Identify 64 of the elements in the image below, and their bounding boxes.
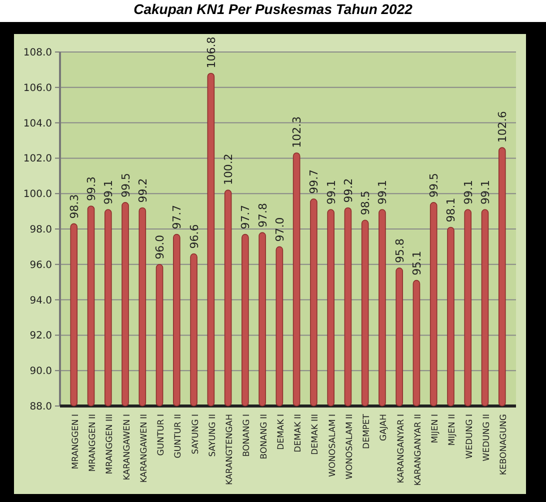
x-tick-label: KARANGANYAR II xyxy=(413,414,424,486)
x-tick-label: WONOSALAM II xyxy=(344,414,355,480)
data-label: 97.7 xyxy=(239,204,252,230)
data-label: 95.1 xyxy=(410,250,424,276)
x-tick-label: DEMAK III xyxy=(310,414,321,455)
x-tick-label: KARANGAWEN II xyxy=(139,414,150,483)
data-label: 99.1 xyxy=(324,180,338,205)
data-label: 102.3 xyxy=(290,116,304,148)
y-tick-label: 98.0 xyxy=(30,224,52,236)
data-label: 99.2 xyxy=(342,178,355,203)
x-tick-label: DEMAK I xyxy=(276,414,286,450)
data-label: 102.6 xyxy=(496,111,510,143)
x-tick-label: GAJAH xyxy=(379,414,390,441)
x-tick-label: KEBONAGUNG xyxy=(499,414,510,476)
y-tick-label: 104.0 xyxy=(23,118,52,130)
data-label: 97.8 xyxy=(256,203,270,228)
data-label: 99.2 xyxy=(136,178,150,203)
y-tick-label: 102.0 xyxy=(23,154,52,165)
x-tick-label: KARANGAWEN I xyxy=(122,414,132,480)
x-tick-label: WEDUNG II xyxy=(482,414,492,462)
x-tick-label: BONANG II xyxy=(259,414,270,460)
x-tick-label: SAYUNG I xyxy=(190,414,201,454)
data-label: 95.8 xyxy=(393,238,406,263)
x-tick-label: KARANGTENGAH xyxy=(225,414,236,485)
data-label: 99.1 xyxy=(102,180,116,205)
x-tick-label: WONOSALAM I xyxy=(328,414,338,477)
data-label: 99.7 xyxy=(308,169,321,194)
data-label: 100.2 xyxy=(222,154,236,186)
x-tick-label: GUNTUR I xyxy=(156,414,167,456)
x-tick-label: GUNTUR II xyxy=(174,414,184,458)
data-label: 99.5 xyxy=(428,172,441,198)
data-label: 99.1 xyxy=(462,180,475,205)
data-label: 99.5 xyxy=(119,172,132,198)
x-tick-label: MRANGGEN III xyxy=(105,414,116,474)
data-label: 106.8 xyxy=(204,36,218,68)
data-label: 98.1 xyxy=(444,198,458,222)
data-label: 97.7 xyxy=(170,204,184,230)
x-tick-label: MIJEN II xyxy=(448,414,458,446)
y-tick-label: 88.0 xyxy=(30,402,52,412)
x-tick-label: MRANGGEN II xyxy=(88,414,98,472)
chart-title: Cakupan KN1 Per Puskesmas Tahun 2022 xyxy=(134,1,413,17)
y-tick-label: 100.0 xyxy=(23,189,52,200)
x-tick-label: DEMAK II xyxy=(294,414,304,452)
y-tick-label: 96.0 xyxy=(30,260,52,271)
y-tick-label: 106.0 xyxy=(23,82,52,94)
x-tick-label: MRANGGEN I xyxy=(70,414,81,470)
y-tick-label: 94.0 xyxy=(30,295,52,306)
x-tick-label: BONANG I xyxy=(242,414,252,457)
y-tick-label: 92.0 xyxy=(30,330,52,342)
x-tick-label: DEMPET xyxy=(362,413,372,449)
x-tick-label: MIJEN I xyxy=(430,414,441,444)
x-tick-label: KARANGANYAR I xyxy=(396,414,406,484)
data-label: 98.3 xyxy=(68,194,81,219)
data-label: 99.1 xyxy=(478,180,492,205)
data-label: 96.6 xyxy=(188,224,201,249)
data-label: 97.0 xyxy=(273,217,286,242)
data-label: 96.0 xyxy=(154,234,167,260)
data-label: 99.3 xyxy=(85,176,98,201)
x-tick-label: WEDUNG I xyxy=(464,414,475,459)
y-tick-label: 108.0 xyxy=(23,48,52,58)
x-tick-label: SAYUNG II xyxy=(208,414,218,457)
y-tick-label: 90.0 xyxy=(30,366,52,378)
data-label: 98.5 xyxy=(359,190,372,216)
data-label: 99.1 xyxy=(376,180,390,205)
